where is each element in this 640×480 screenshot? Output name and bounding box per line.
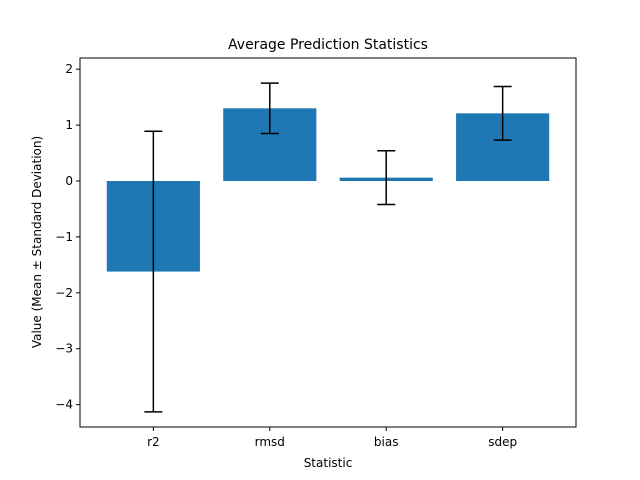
errorbar-r2 bbox=[144, 130, 163, 413]
plot-frame bbox=[79, 57, 577, 428]
errorbar-rmsd bbox=[260, 82, 279, 135]
chart-title: Average Prediction Statistics bbox=[228, 37, 428, 53]
y-tick-label: 1 bbox=[65, 118, 73, 132]
y-tick-label: −3 bbox=[55, 342, 73, 356]
y-tick-label: −1 bbox=[55, 230, 73, 244]
x-tick-label-r2: r2 bbox=[147, 435, 160, 449]
errorbar-bias bbox=[377, 150, 396, 206]
y-tick-label: 2 bbox=[65, 62, 73, 76]
x-tick-label-bias: bias bbox=[374, 435, 399, 449]
x-axis-label: Statistic bbox=[304, 456, 353, 470]
errorbars-group bbox=[144, 82, 512, 413]
errorbar-sdep bbox=[493, 85, 512, 141]
x-axis: r2 rmsd bias sdep bbox=[147, 427, 517, 449]
y-tick-label: −2 bbox=[55, 286, 73, 300]
bars-group bbox=[106, 108, 550, 272]
x-tick-label-rmsd: rmsd bbox=[255, 435, 285, 449]
y-tick-label: 0 bbox=[65, 174, 73, 188]
y-axis-label: Value (Mean ± Standard Deviation) bbox=[30, 136, 44, 348]
y-tick-label: −4 bbox=[55, 398, 73, 412]
x-tick-label-sdep: sdep bbox=[488, 435, 517, 449]
y-axis: −4 −3 −2 −1 0 1 2 bbox=[55, 62, 80, 412]
